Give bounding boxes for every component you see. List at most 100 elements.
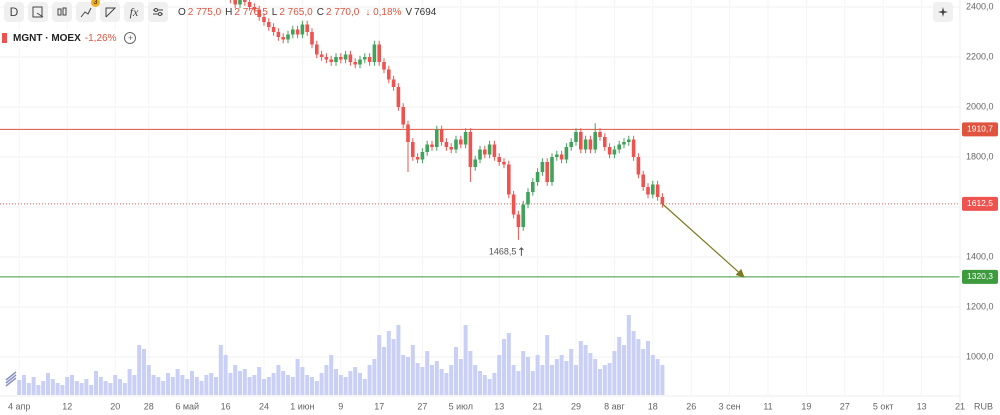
formula-button[interactable]: fx [124, 2, 144, 22]
candle-body [535, 172, 540, 182]
ohlc-value: 2 775,0 [187, 6, 222, 18]
ai-button[interactable] [933, 2, 953, 22]
candle-body [574, 132, 578, 142]
volume-bar [391, 339, 396, 395]
x-tick-label: 19 [801, 401, 811, 411]
x-tick-label: 5 июл [449, 401, 473, 411]
volume-bar [103, 381, 108, 395]
volume-bar [300, 367, 305, 395]
candle-body [295, 29, 300, 35]
volume-bar [108, 383, 113, 395]
volume-bar [636, 339, 641, 395]
drawing-button[interactable] [100, 2, 120, 22]
x-tick-label: 27 [417, 401, 427, 411]
compare-button[interactable] [28, 2, 48, 22]
badge: 3 [91, 0, 100, 7]
ohlc-key: O [178, 6, 186, 18]
interval-button[interactable]: D [4, 2, 24, 22]
volume-bar [554, 359, 559, 395]
volume-bar [247, 377, 252, 395]
volume-bar [382, 347, 386, 395]
candle-body [454, 139, 458, 150]
add-button[interactable]: + [124, 32, 137, 44]
settings-button[interactable] [148, 2, 168, 22]
candle-body [233, 0, 237, 5]
candle-body [651, 184, 655, 195]
volume-bar [84, 379, 89, 395]
volume-bar [612, 351, 617, 395]
candle-body [262, 17, 266, 22]
volume-bar [199, 381, 204, 395]
volume-bar [386, 331, 391, 395]
candles [229, 0, 665, 240]
volume-bar [295, 359, 300, 395]
volume-bar [458, 359, 463, 395]
volume-bar [396, 325, 401, 395]
volume-bar [473, 365, 478, 395]
volume-bar [540, 365, 545, 395]
x-tick-label: 4 апр [8, 401, 30, 411]
candle-body [319, 54, 324, 57]
volume-bar [430, 365, 434, 395]
volume-bar [127, 369, 132, 395]
x-tick-label: 13 [494, 401, 504, 411]
volume-bar [314, 381, 319, 395]
low-annotation: 1468,5 [489, 246, 517, 256]
volume-bar [425, 351, 430, 395]
volume-bar [410, 345, 415, 395]
grid [0, 0, 961, 395]
volume-bar [449, 365, 454, 395]
volume-bar [564, 361, 569, 395]
candle-body [526, 192, 530, 205]
candle-body [382, 62, 386, 70]
candle-body [483, 149, 487, 155]
volume-bar [655, 359, 660, 395]
volume-bar [492, 373, 497, 395]
volume-bar [175, 369, 180, 395]
volume-bar [180, 375, 185, 395]
y-tick-label: 1400,0 [966, 251, 994, 261]
candle-body [516, 214, 521, 227]
candle-body [468, 132, 473, 167]
volume-bar [281, 371, 286, 395]
candle-body [257, 9, 261, 17]
y-tick-label: 1800,0 [966, 151, 994, 161]
candle-body [430, 144, 434, 147]
candle-body [406, 124, 410, 142]
volume-bar [358, 373, 362, 395]
x-tick-label: 5 окт [873, 401, 894, 411]
candle-body [636, 157, 641, 175]
candle-body [310, 32, 314, 45]
volume-bar [583, 345, 588, 395]
candle-body [607, 147, 612, 155]
volume-bar [118, 379, 122, 395]
candle-body [415, 157, 420, 160]
x-tick-label: 13 [917, 401, 927, 411]
candle-body [603, 137, 607, 147]
volume-bar [578, 341, 583, 395]
volume-bar [478, 371, 482, 395]
volume-bar [348, 371, 353, 395]
volume-bar [511, 365, 516, 395]
indicators-button[interactable]: 3 [76, 0, 100, 22]
volume-bar [535, 355, 540, 395]
volume-bar [444, 373, 449, 395]
volume-bar [218, 345, 223, 395]
volume-bar [46, 373, 50, 395]
candle-body [271, 27, 276, 32]
volume-bar [151, 375, 156, 395]
volume-bar [502, 339, 506, 395]
ohlc-value: ↓ 0,18% [365, 6, 402, 18]
candle-body [291, 29, 295, 35]
volume-bar [252, 375, 257, 395]
y-tick-label: 1200,0 [966, 301, 994, 311]
volume-bar [506, 333, 511, 395]
axes: 2400,02200,02000,01800,01600,01400,01200… [8, 1, 998, 411]
volume-bar [550, 365, 554, 395]
candle-body [247, 2, 252, 7]
volume-bar [526, 357, 530, 395]
chart-type-button[interactable] [52, 2, 72, 22]
x-tick-label: 6 май [175, 401, 199, 411]
